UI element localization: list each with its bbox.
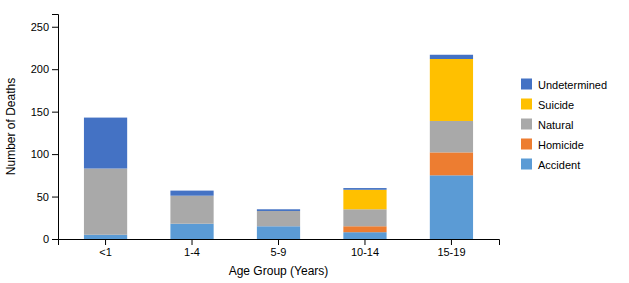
legend-swatch — [521, 79, 532, 90]
bar — [343, 209, 386, 226]
y-tick-label: 0 — [43, 233, 49, 245]
chart: 0 50 100 150 200 250 <1 1-4 5-9 10-14 15-19 Age Gro… — [0, 0, 629, 283]
y-tick-mark — [52, 27, 58, 28]
bar — [343, 188, 386, 190]
x-tick: <1 — [99, 239, 112, 258]
legend-label: Homicide — [538, 139, 584, 151]
x-tick-mark — [192, 239, 193, 245]
x-tick-mark — [278, 239, 279, 245]
bar-series — [84, 175, 473, 239]
bar — [84, 235, 127, 239]
x-tick: 1-4 — [184, 239, 200, 258]
y-tick: 200 — [31, 63, 58, 75]
plot: 0 50 100 150 200 250 <1 1-4 5-9 10-14 15-19 — [31, 15, 500, 258]
bar — [257, 226, 300, 239]
y-axis-line — [52, 15, 59, 240]
y-tick: 50 — [37, 191, 58, 203]
x-tick-label: 10-14 — [351, 246, 379, 258]
x-tick: 15-19 — [437, 239, 465, 258]
x-tick-label: 15-19 — [437, 246, 465, 258]
bar — [430, 55, 473, 59]
legend-swatch — [521, 139, 532, 150]
x-axis-line — [59, 240, 500, 246]
y-tick-mark — [52, 239, 58, 240]
legend-item: Undetermined — [521, 79, 607, 91]
bar — [430, 175, 473, 239]
bar — [430, 152, 473, 175]
bar — [257, 211, 300, 226]
x-axis: <1 1-4 5-9 10-14 15-19 — [59, 239, 500, 258]
y-tick-label: 50 — [37, 191, 49, 203]
x-axis-title: Age Group (Years) — [229, 264, 329, 278]
bar — [170, 196, 213, 224]
bar — [170, 224, 213, 239]
x-tick-label: <1 — [99, 246, 112, 258]
x-tick-label: 5-9 — [271, 246, 287, 258]
bar — [170, 191, 213, 196]
x-tick: 10-14 — [351, 239, 379, 258]
y-tick-label: 150 — [31, 106, 49, 118]
y-tick-mark — [52, 154, 58, 155]
legend-label: Suicide — [538, 99, 574, 111]
legend-swatch — [521, 99, 532, 110]
bar — [84, 118, 127, 169]
y-tick-label: 250 — [31, 21, 49, 33]
x-tick-mark — [451, 239, 452, 245]
bar — [343, 190, 386, 210]
legend-label: Accident — [538, 159, 580, 171]
x-tick-label: 1-4 — [184, 246, 200, 258]
y-tick-label: 200 — [31, 63, 49, 75]
bars — [84, 55, 473, 239]
bar — [430, 121, 473, 152]
legend-label: Undetermined — [538, 79, 607, 91]
x-tick-mark — [364, 239, 365, 245]
legend-item: Homicide — [521, 139, 584, 151]
legend-swatch — [521, 119, 532, 130]
y-tick: 100 — [31, 148, 58, 160]
y-axis-title: Number of Deaths — [4, 78, 18, 175]
bar-series — [343, 152, 473, 232]
legend-item: Accident — [521, 159, 580, 171]
bar-series — [343, 59, 473, 209]
legend-item: Suicide — [521, 99, 574, 111]
legend-swatch — [521, 159, 532, 170]
legend-label: Natural — [538, 119, 573, 131]
y-tick-mark — [52, 197, 58, 198]
bar — [84, 169, 127, 235]
bar-series — [84, 55, 473, 211]
bar — [430, 59, 473, 121]
legend-item: Natural — [521, 119, 573, 131]
x-tick: 5-9 — [271, 239, 287, 258]
y-tick: 0 — [43, 233, 58, 245]
y-tick-label: 100 — [31, 148, 49, 160]
bar — [343, 232, 386, 239]
y-tick: 150 — [31, 106, 58, 118]
y-tick-mark — [52, 112, 58, 113]
y-tick: 250 — [31, 21, 58, 33]
y-axis: 0 50 100 150 200 250 — [31, 15, 59, 246]
y-tick-mark — [52, 69, 58, 70]
bar — [257, 209, 300, 211]
legend: Undetermined Suicide Natural Homicide Accide… — [521, 79, 607, 171]
x-tick-mark — [105, 239, 106, 245]
bar — [343, 226, 386, 232]
bar-series — [84, 121, 473, 235]
